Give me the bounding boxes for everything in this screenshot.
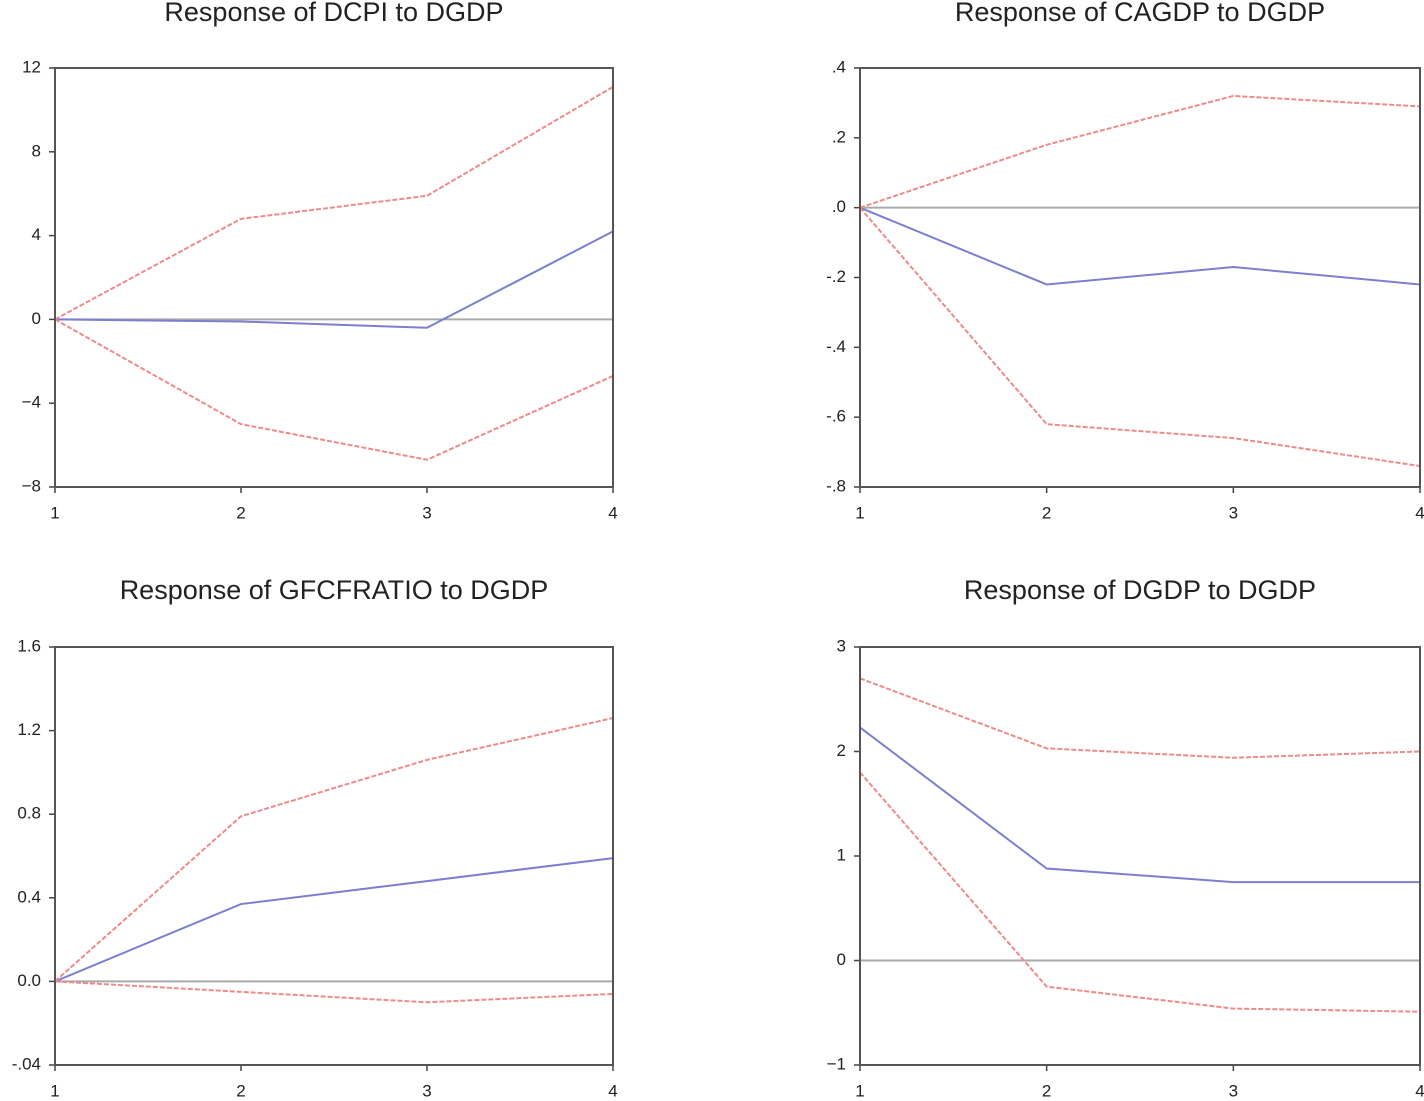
plot-frame xyxy=(859,646,1421,1066)
y-tick-label: -.8 xyxy=(826,476,846,495)
y-tick-label: .0 xyxy=(832,197,846,216)
y-tick-label: .2 xyxy=(832,127,846,146)
series-line xyxy=(54,980,614,1004)
y-tick-label: 0.8 xyxy=(17,804,41,823)
y-tick-label: 1 xyxy=(837,845,846,864)
series-line xyxy=(859,206,1421,286)
y-tick-label: 0 xyxy=(32,309,41,328)
x-tick-label: 3 xyxy=(422,503,431,522)
y-tick-label: -.6 xyxy=(826,407,846,426)
y-tick-label: −4 xyxy=(22,393,41,412)
y-tick-label: 2 xyxy=(837,741,846,760)
series-line xyxy=(859,207,1421,468)
y-tick-label: -.4 xyxy=(826,337,846,356)
series-line xyxy=(54,857,614,983)
x-tick-label: 2 xyxy=(1042,503,1051,522)
y-tick-label: 1.6 xyxy=(17,636,41,655)
y-tick-label: 1.2 xyxy=(17,720,41,739)
x-tick-label: 3 xyxy=(1229,503,1238,522)
y-tick-label: 0 xyxy=(837,950,846,969)
series-line xyxy=(859,771,1421,1013)
y-tick-label: 3 xyxy=(837,636,846,655)
y-tick-label: .4 xyxy=(832,57,846,76)
series-line xyxy=(859,677,1421,759)
y-tick-label: 0.0 xyxy=(17,971,41,990)
y-tick-label: -.2 xyxy=(826,267,846,286)
x-tick-label: 3 xyxy=(422,1081,431,1100)
y-tick-label: −8 xyxy=(22,476,41,495)
x-tick-label: 3 xyxy=(1229,1081,1238,1100)
series-line xyxy=(859,726,1420,884)
y-tick-label: −1 xyxy=(827,1054,846,1073)
y-tick-label: 0.4 xyxy=(17,887,41,906)
y-tick-label: 4 xyxy=(32,225,41,244)
x-tick-label: 2 xyxy=(1042,1081,1051,1100)
chart-title: Response of DGDP to DGDP xyxy=(964,575,1316,605)
y-tick-label: 8 xyxy=(32,141,41,160)
x-tick-label: 1 xyxy=(855,1081,864,1100)
series-line xyxy=(54,318,614,461)
y-tick-label: 12 xyxy=(22,57,41,76)
x-tick-label: 4 xyxy=(1415,503,1424,522)
x-tick-label: 2 xyxy=(236,503,245,522)
plot-frame xyxy=(859,67,1421,488)
x-tick-label: 2 xyxy=(236,1081,245,1100)
x-tick-label: 1 xyxy=(50,503,59,522)
chart-title: Response of GFCFRATIO to DGDP xyxy=(120,575,549,605)
series-line xyxy=(859,94,1421,209)
chart-title: Response of CAGDP to DGDP xyxy=(955,0,1325,27)
x-tick-label: 4 xyxy=(608,1081,617,1100)
chart-title: Response of DCPI to DGDP xyxy=(164,0,503,27)
plot-frame xyxy=(54,67,614,488)
series-line xyxy=(54,230,614,329)
x-tick-label: 1 xyxy=(50,1081,59,1100)
plot-frame xyxy=(54,646,614,1066)
x-tick-label: 1 xyxy=(855,503,864,522)
series-line xyxy=(54,717,614,983)
x-tick-label: 4 xyxy=(608,503,617,522)
series-line xyxy=(54,85,614,321)
y-tick-label: -.04 xyxy=(12,1054,41,1073)
x-tick-label: 4 xyxy=(1415,1081,1424,1100)
